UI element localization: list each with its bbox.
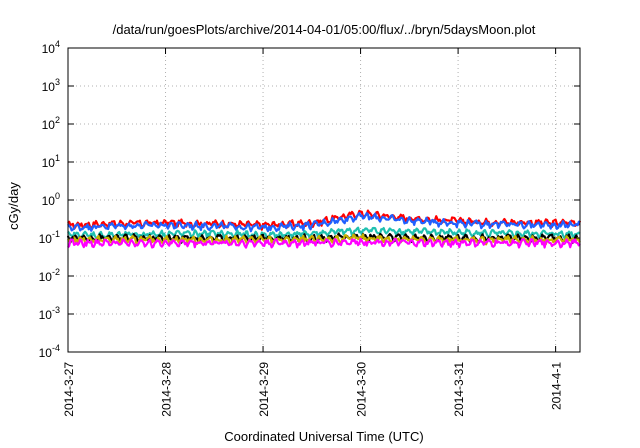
- x-axis-label: Coordinated Universal Time (UTC): [224, 429, 423, 444]
- y-tick-label: 10-2: [39, 267, 60, 284]
- y-axis-label: cGy/day: [6, 182, 21, 230]
- x-tick-label: 2014-3-30: [355, 362, 369, 417]
- series-group: [66, 209, 582, 249]
- y-tick-base: 10: [39, 308, 53, 322]
- y-tick-exponent: 1: [55, 153, 60, 163]
- x-axis: 2014-3-27 2014-3-28 2014-3-29 2014-3-30 2014…: [62, 48, 564, 417]
- x-tick-label: 2014-3-31: [452, 362, 466, 417]
- y-tick-exponent: 4: [55, 39, 60, 49]
- grid: [67, 48, 580, 352]
- y-tick-exponent: -1: [52, 229, 60, 239]
- y-tick-exponent: 2: [55, 115, 60, 125]
- y-tick-exponent: 3: [55, 77, 60, 87]
- y-tick-exponent: -3: [52, 305, 60, 315]
- x-tick-label: 2014-3-27: [62, 362, 76, 417]
- y-tick-exponent: -4: [52, 343, 60, 353]
- y-tick-label: 10-3: [39, 305, 60, 322]
- y-tick-base: 10: [42, 194, 56, 208]
- series-line: [67, 237, 581, 249]
- chart-title: /data/run/goesPlots/archive/2014-04-01/0…: [113, 22, 536, 37]
- y-tick-label: 102: [42, 115, 60, 132]
- series-line: [67, 226, 581, 241]
- y-tick-label: 104: [42, 39, 60, 56]
- x-tick-label: 2014-4-1: [550, 362, 564, 410]
- y-tick-label: 10-1: [39, 229, 60, 246]
- x-tick-label: 2014-3-28: [160, 362, 174, 417]
- y-tick-label: 10-4: [39, 343, 60, 360]
- y-tick-exponent: 0: [55, 191, 60, 201]
- y-tick-label: 100: [42, 191, 60, 208]
- y-tick-label: 101: [42, 153, 60, 170]
- x-tick-label: 2014-3-29: [257, 362, 271, 417]
- y-tick-base: 10: [42, 118, 56, 132]
- y-tick-base: 10: [39, 346, 53, 360]
- y-tick-base: 10: [42, 80, 56, 94]
- y-tick-base: 10: [42, 42, 56, 56]
- series-line: [67, 212, 581, 233]
- y-tick-label: 103: [42, 77, 60, 94]
- y-tick-base: 10: [42, 156, 56, 170]
- y-tick-base: 10: [39, 232, 53, 246]
- series-line: [66, 232, 581, 244]
- y-tick-base: 10: [39, 270, 53, 284]
- y-tick-exponent: -2: [52, 267, 60, 277]
